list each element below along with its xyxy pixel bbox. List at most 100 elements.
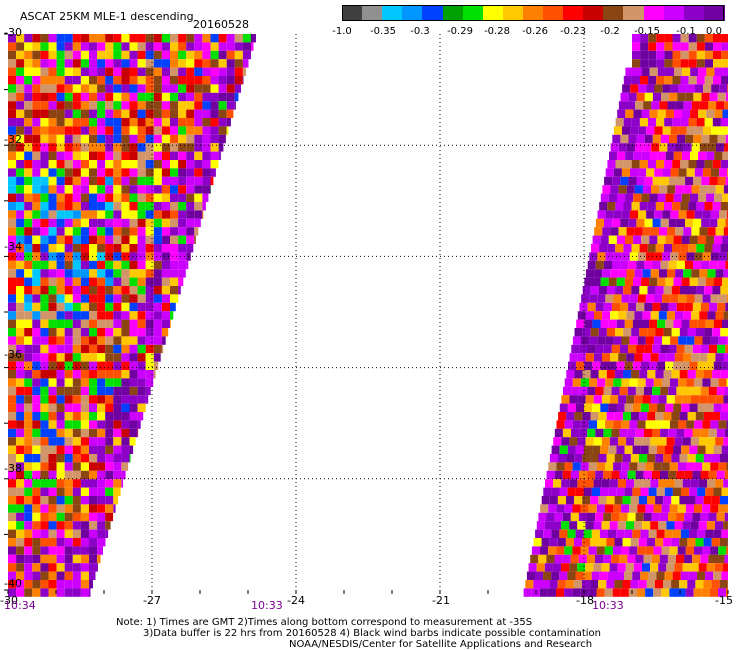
wind-cell [161, 76, 170, 85]
wind-cell [97, 218, 106, 228]
wind-cell [40, 420, 49, 429]
time-label-right: 10:33 [592, 599, 624, 612]
wind-cell [657, 361, 666, 370]
wind-cell [153, 101, 162, 110]
wind-cell [672, 160, 681, 169]
wind-cell [621, 336, 630, 345]
wind-cell [170, 50, 179, 60]
wind-cell [24, 437, 33, 446]
wind-cell [683, 227, 692, 236]
wind-cell [80, 546, 89, 555]
wind-cell [218, 118, 227, 127]
wind-cell [40, 302, 49, 312]
wind-cell [697, 487, 706, 496]
wind-cell [56, 67, 65, 76]
wind-cell [64, 319, 73, 328]
wind-cell [638, 168, 647, 177]
wind-cell [546, 512, 555, 522]
wind-cell [105, 59, 114, 68]
wind-cell [97, 529, 106, 538]
wind-cell [24, 378, 33, 387]
colorbar-swatch [683, 5, 705, 21]
wind-cell [597, 210, 606, 219]
wind-cell [644, 176, 653, 186]
wind-cell [202, 143, 211, 152]
wind-cell [660, 386, 669, 396]
wind-cell [113, 370, 122, 379]
wind-cell [683, 269, 692, 278]
wind-cell [89, 286, 98, 295]
wind-cell [129, 302, 138, 312]
wind-cell [696, 286, 705, 295]
wind-cell [710, 420, 719, 429]
wind-cell [64, 286, 73, 295]
wind-cell [674, 353, 683, 362]
wind-cell [72, 210, 81, 219]
wind-cell [218, 109, 227, 118]
wind-cell [113, 92, 122, 102]
wind-cell [32, 42, 41, 51]
wind-cell [113, 269, 122, 278]
wind-cell [80, 563, 89, 572]
wind-cell [32, 512, 41, 522]
wind-cell [72, 445, 81, 454]
wind-cell [105, 437, 114, 446]
wind-cell [16, 210, 25, 219]
wind-cell [718, 504, 727, 513]
wind-cell [593, 437, 602, 446]
wind-cell [569, 479, 578, 488]
wind-cell [210, 126, 219, 135]
wind-cell [89, 571, 96, 580]
colorbar-swatch [663, 5, 685, 21]
wind-cell [590, 286, 599, 295]
wind-cell [137, 244, 146, 253]
wind-cell [553, 479, 562, 488]
wind-cell [226, 118, 231, 127]
wind-cell [113, 134, 122, 144]
wind-cell [72, 218, 81, 228]
wind-cell [16, 403, 25, 412]
wind-cell [145, 126, 154, 135]
wind-cell [97, 67, 106, 76]
wind-cell [585, 395, 594, 404]
wind-cell [633, 67, 642, 76]
wind-cell [710, 294, 719, 303]
wind-cell [121, 126, 130, 135]
wind-cell [650, 353, 659, 362]
wind-cell [598, 328, 607, 337]
wind-cell [202, 34, 211, 43]
wind-cell [725, 260, 728, 270]
wind-cell [80, 235, 89, 244]
wind-cell [616, 235, 625, 244]
wind-cell [665, 109, 674, 118]
wind-cell [727, 84, 728, 93]
wind-cell [640, 529, 649, 538]
wind-cell [16, 395, 25, 404]
wind-cell [695, 496, 704, 505]
wind-cell [666, 437, 675, 446]
wind-cell [635, 428, 644, 438]
wind-cell [658, 563, 667, 572]
wind-cell [24, 361, 33, 370]
wind-cell [700, 344, 709, 354]
wind-cell [170, 286, 179, 295]
wind-cell [194, 160, 203, 169]
wind-cell [657, 67, 666, 76]
wind-cell [8, 109, 17, 118]
wind-cell [613, 462, 622, 471]
wind-cell [32, 361, 41, 370]
wind-cell [48, 185, 57, 194]
wind-cell [89, 193, 98, 202]
wind-cell [145, 67, 154, 76]
wind-cell [601, 479, 610, 488]
wind-cell [652, 302, 661, 312]
wind-cell [619, 344, 628, 354]
wind-cell [676, 428, 685, 438]
wind-cell [605, 378, 614, 387]
wind-cell [588, 420, 597, 429]
wind-cell [121, 109, 130, 118]
wind-cell [113, 42, 122, 51]
wind-cell [89, 504, 98, 513]
wind-cell [725, 344, 728, 354]
wind-cell [170, 202, 179, 211]
